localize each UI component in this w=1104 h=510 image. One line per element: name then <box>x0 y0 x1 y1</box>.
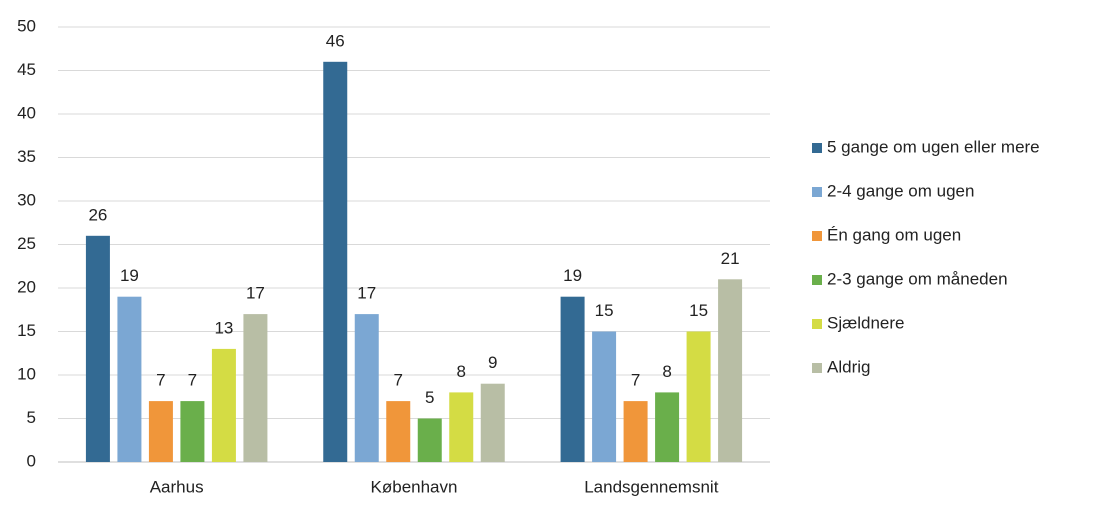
data-label: 15 <box>689 301 708 320</box>
data-label: 13 <box>214 318 233 337</box>
y-tick-label: 35 <box>17 147 36 166</box>
bar <box>417 418 442 462</box>
bar <box>243 314 268 462</box>
y-tick-label: 30 <box>17 190 36 209</box>
data-label: 8 <box>457 362 466 381</box>
bar <box>323 61 348 463</box>
y-tick-label: 0 <box>27 451 36 470</box>
data-label: 8 <box>662 362 671 381</box>
x-tick-label: København <box>371 477 458 496</box>
data-label: 7 <box>156 371 165 390</box>
data-label: 19 <box>563 266 582 285</box>
legend-label: Aldrig <box>827 357 870 376</box>
data-label: 17 <box>357 284 376 303</box>
x-tick-label: Aarhus <box>150 477 204 496</box>
legend-label: 2-3 gange om måneden <box>827 269 1008 288</box>
legend-swatch <box>812 275 822 285</box>
bar <box>180 401 205 462</box>
data-label: 5 <box>425 388 434 407</box>
bar <box>592 331 617 462</box>
bar <box>211 348 236 462</box>
data-label: 7 <box>188 371 197 390</box>
bar <box>655 392 680 462</box>
data-label: 19 <box>120 266 139 285</box>
legend-swatch <box>812 231 822 241</box>
y-tick-label: 20 <box>17 277 36 296</box>
y-tick-label: 15 <box>17 321 36 340</box>
y-tick-label: 40 <box>17 103 36 122</box>
legend-swatch <box>812 187 822 197</box>
legend-swatch <box>812 143 822 153</box>
data-label: 21 <box>721 249 740 268</box>
bar <box>718 279 743 462</box>
bar <box>480 383 505 462</box>
bar <box>560 296 585 462</box>
legend-swatch <box>812 319 822 329</box>
x-tick-label: Landsgennemsnit <box>584 477 718 496</box>
legend-label: 2-4 gange om ugen <box>827 181 974 200</box>
legend-label: Én gang om ugen <box>827 225 961 244</box>
data-label: 7 <box>631 371 640 390</box>
legend-label: 5 gange om ugen eller mere <box>827 137 1040 156</box>
data-label: 26 <box>88 205 107 224</box>
data-label: 15 <box>595 301 614 320</box>
bar <box>623 401 648 462</box>
legend-swatch <box>812 363 822 373</box>
legend-label: Sjældnere <box>827 313 905 332</box>
data-label: 17 <box>246 284 265 303</box>
y-tick-label: 5 <box>27 408 36 427</box>
bar <box>117 296 142 462</box>
bar <box>85 235 110 462</box>
y-tick-label: 10 <box>17 364 36 383</box>
y-tick-label: 25 <box>17 234 36 253</box>
bar <box>449 392 474 462</box>
data-label: 46 <box>326 31 345 50</box>
bar <box>386 401 411 462</box>
data-label: 9 <box>488 353 497 372</box>
y-tick-label: 45 <box>17 60 36 79</box>
bar <box>148 401 173 462</box>
y-tick-label: 50 <box>17 16 36 35</box>
bar <box>686 331 711 462</box>
bar <box>354 314 379 462</box>
data-label: 7 <box>394 371 403 390</box>
